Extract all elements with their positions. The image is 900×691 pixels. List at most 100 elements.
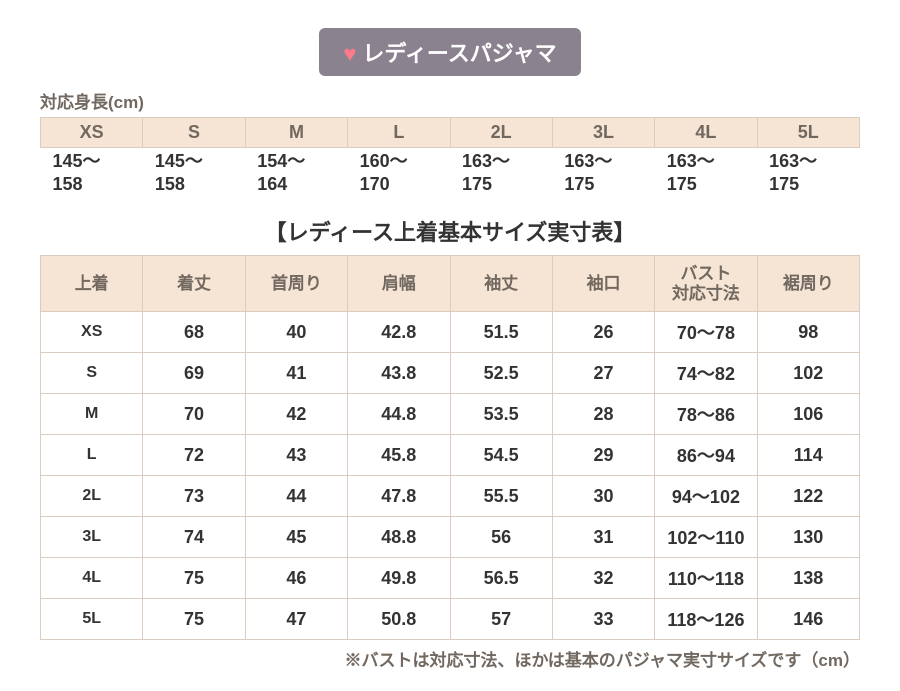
section-title: 【レディース上着基本サイズ実寸表】	[40, 215, 860, 247]
size-cell: 122	[757, 476, 859, 517]
size-cell: 102	[757, 353, 859, 394]
size-header-cell: 着丈	[143, 256, 245, 312]
size-cell: 130	[757, 517, 859, 558]
size-cell: 44	[245, 476, 347, 517]
size-table-row: M704244.853.52878～86106	[41, 394, 860, 435]
size-cell: 29	[552, 435, 654, 476]
size-cell: 32	[552, 558, 654, 599]
size-header-cell: 袖口	[552, 256, 654, 312]
size-cell: 42	[245, 394, 347, 435]
size-row-label: 4L	[41, 558, 143, 599]
size-cell: 33	[552, 599, 654, 640]
size-cell: 56.5	[450, 558, 552, 599]
height-table-header-row: XSSML2L3L4L5L	[41, 118, 860, 148]
size-cell: 31	[552, 517, 654, 558]
size-cell: 54.5	[450, 435, 552, 476]
size-cell: 27	[552, 353, 654, 394]
size-table-row: 3L744548.85631102～110130	[41, 517, 860, 558]
size-cell: 146	[757, 599, 859, 640]
size-cell: 74～82	[655, 353, 757, 394]
size-cell: 75	[143, 558, 245, 599]
height-label: 対応身長(cm)	[40, 88, 860, 113]
size-cell: 118～126	[655, 599, 757, 640]
size-cell: 70～78	[655, 312, 757, 353]
size-cell: 98	[757, 312, 859, 353]
height-table-value-row: 145～158145～158154～164160～170163～175163～1…	[41, 148, 860, 202]
size-cell: 51.5	[450, 312, 552, 353]
size-header-cell: 裾周り	[757, 256, 859, 312]
size-row-label: 2L	[41, 476, 143, 517]
height-header-cell: 2L	[450, 118, 552, 148]
height-value-cell: 145～158	[143, 148, 245, 202]
size-row-label: S	[41, 353, 143, 394]
size-cell: 110～118	[655, 558, 757, 599]
size-cell: 40	[245, 312, 347, 353]
size-cell: 94～102	[655, 476, 757, 517]
page-title-badge: ♥レディースパジャマ	[319, 28, 580, 76]
height-table: XSSML2L3L4L5L 145～158145～158154～164160～1…	[40, 117, 860, 201]
size-cell: 49.8	[348, 558, 450, 599]
size-table-header-row: 上着着丈首周り肩幅袖丈袖口バスト対応寸法裾周り	[41, 256, 860, 312]
size-header-cell: 肩幅	[348, 256, 450, 312]
size-cell: 50.8	[348, 599, 450, 640]
size-cell: 30	[552, 476, 654, 517]
height-header-cell: S	[143, 118, 245, 148]
size-cell: 68	[143, 312, 245, 353]
size-row-label: 5L	[41, 599, 143, 640]
size-cell: 138	[757, 558, 859, 599]
size-cell: 45	[245, 517, 347, 558]
size-row-label: L	[41, 435, 143, 476]
size-cell: 74	[143, 517, 245, 558]
height-header-cell: 3L	[552, 118, 654, 148]
size-table-row: 2L734447.855.53094～102122	[41, 476, 860, 517]
size-cell: 75	[143, 599, 245, 640]
size-header-cell: 袖丈	[450, 256, 552, 312]
size-cell: 43	[245, 435, 347, 476]
size-cell: 45.8	[348, 435, 450, 476]
height-value-cell: 154～164	[245, 148, 347, 202]
size-cell: 47.8	[348, 476, 450, 517]
height-value-cell: 163～175	[450, 148, 552, 202]
height-value-cell: 163～175	[757, 148, 859, 202]
height-header-cell: 5L	[757, 118, 859, 148]
height-header-cell: L	[348, 118, 450, 148]
size-cell: 46	[245, 558, 347, 599]
size-header-cell: バスト対応寸法	[655, 256, 757, 312]
size-cell: 47	[245, 599, 347, 640]
size-cell: 57	[450, 599, 552, 640]
footnote: ※バストは対応寸法、ほかは基本のパジャマ実寸サイズです（cm）	[40, 646, 860, 671]
size-cell: 44.8	[348, 394, 450, 435]
size-row-label: M	[41, 394, 143, 435]
size-table-row: XS684042.851.52670～7898	[41, 312, 860, 353]
size-cell: 52.5	[450, 353, 552, 394]
size-row-label: 3L	[41, 517, 143, 558]
height-value-cell: 145～158	[41, 148, 143, 202]
size-table-row: 4L754649.856.532110～118138	[41, 558, 860, 599]
size-cell: 28	[552, 394, 654, 435]
size-table-row: S694143.852.52774～82102	[41, 353, 860, 394]
size-cell: 72	[143, 435, 245, 476]
size-header-cell: 上着	[41, 256, 143, 312]
height-value-cell: 160～170	[348, 148, 450, 202]
height-value-cell: 163～175	[655, 148, 757, 202]
size-cell: 70	[143, 394, 245, 435]
height-header-cell: M	[245, 118, 347, 148]
size-table-row: L724345.854.52986～94114	[41, 435, 860, 476]
size-cell: 102～110	[655, 517, 757, 558]
size-cell: 56	[450, 517, 552, 558]
size-cell: 48.8	[348, 517, 450, 558]
height-header-cell: 4L	[655, 118, 757, 148]
size-cell: 43.8	[348, 353, 450, 394]
page-title-text: レディースパジャマ	[362, 41, 556, 66]
size-cell: 106	[757, 394, 859, 435]
size-row-label: XS	[41, 312, 143, 353]
size-table-row: 5L754750.85733118～126146	[41, 599, 860, 640]
size-cell: 41	[245, 353, 347, 394]
size-cell: 73	[143, 476, 245, 517]
size-cell: 78～86	[655, 394, 757, 435]
size-cell: 42.8	[348, 312, 450, 353]
heart-icon: ♥	[343, 41, 356, 66]
size-table: 上着着丈首周り肩幅袖丈袖口バスト対応寸法裾周り XS684042.851.526…	[40, 255, 860, 640]
size-cell: 114	[757, 435, 859, 476]
size-cell: 55.5	[450, 476, 552, 517]
